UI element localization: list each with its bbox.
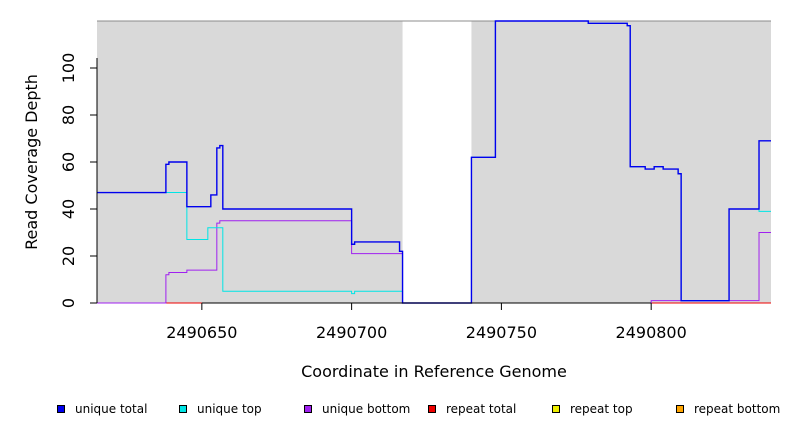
legend-swatch <box>179 405 187 413</box>
legend: unique total unique top unique bottom repea… <box>0 400 792 420</box>
legend-item-unique-total: unique total <box>57 400 147 418</box>
legend-item-repeat-bottom: repeat bottom <box>676 400 780 418</box>
legend-item-unique-top: unique top <box>179 400 262 418</box>
legend-label: repeat top <box>570 402 633 416</box>
legend-label: repeat total <box>446 402 517 416</box>
legend-label: unique total <box>75 402 148 416</box>
y-tick-label-40: 40 <box>59 199 78 219</box>
series-line-unique-bottom <box>97 220 771 304</box>
legend-swatch <box>552 405 560 413</box>
legend-swatch <box>57 405 65 413</box>
legend-label: unique bottom <box>322 402 411 416</box>
x-tick-label-2490800: 2490800 <box>616 323 687 342</box>
x-tick-label-2490650: 2490650 <box>166 323 237 342</box>
series-line-unique-total <box>97 20 771 304</box>
legend-item-unique-bottom: unique bottom <box>304 400 410 418</box>
x-tick-label-2490750: 2490750 <box>466 323 537 342</box>
y-tick-label-0: 0 <box>59 298 78 308</box>
legend-item-repeat-top: repeat top <box>552 400 633 418</box>
y-tick-label-80: 80 <box>59 105 78 125</box>
legend-label: repeat bottom <box>694 402 781 416</box>
x-axis-title: Coordinate in Reference Genome <box>301 362 567 381</box>
legend-item-repeat-total: repeat total <box>428 400 516 418</box>
y-tick-label-100: 100 <box>59 53 78 84</box>
gray-region-1 <box>471 21 771 303</box>
y-axis-title: Read Coverage Depth <box>22 74 41 250</box>
legend-swatch <box>304 405 312 413</box>
gray-region-0 <box>97 21 403 303</box>
x-tick-label-2490700: 2490700 <box>316 323 387 342</box>
legend-swatch <box>428 405 436 413</box>
legend-swatch <box>676 405 684 413</box>
legend-label: unique top <box>197 402 262 416</box>
y-tick-label-60: 60 <box>59 152 78 172</box>
y-tick-label-20: 20 <box>59 246 78 266</box>
